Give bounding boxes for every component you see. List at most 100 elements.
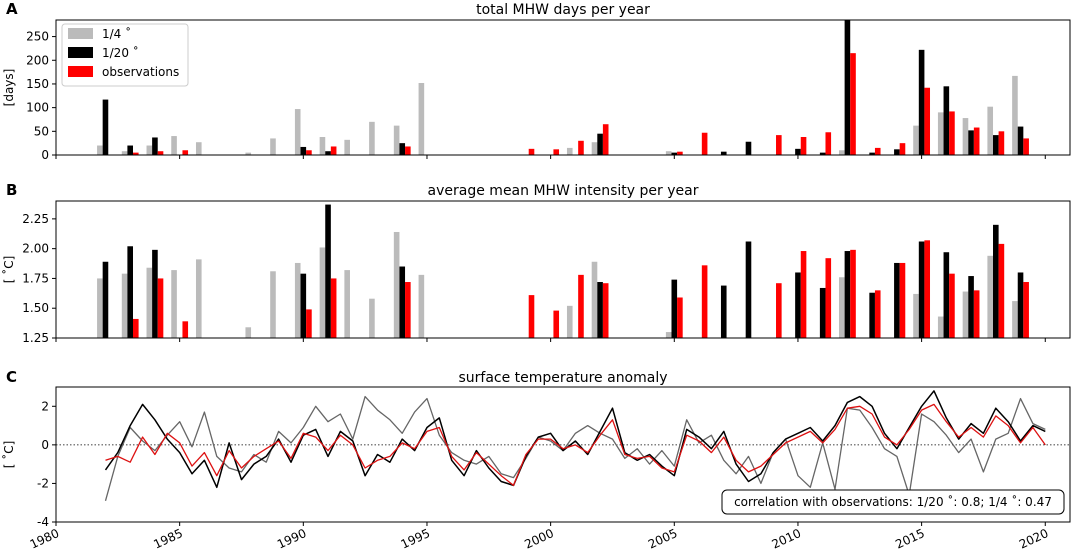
bar-obs-1990 <box>306 309 312 338</box>
x-tick-label: 2000 <box>522 526 556 552</box>
y-tick-label: 150 <box>26 77 49 91</box>
x-tick-label: 1990 <box>275 526 309 552</box>
axes-frame <box>55 19 1071 156</box>
bar-obs-2012 <box>850 249 856 338</box>
bar-twentieth-2013 <box>869 292 875 338</box>
axes-frame <box>55 200 1071 339</box>
bar-quarter-2018 <box>987 255 994 338</box>
x-tick-label: 2015 <box>893 526 927 552</box>
bar-twentieth-1994 <box>399 143 406 155</box>
bar-twentieth-2018 <box>993 135 999 155</box>
panel-letter: B <box>6 181 17 199</box>
bar-twentieth-2015 <box>918 241 925 338</box>
bar-obs-2017 <box>973 290 980 338</box>
bar-twentieth-2016 <box>943 86 950 155</box>
bar-obs-2015 <box>924 87 931 155</box>
bar-quarter-1985 <box>171 136 177 155</box>
bar-obs-2013 <box>874 290 881 338</box>
bar-obs-2016 <box>949 273 955 338</box>
y-tick-label: 2.00 <box>22 242 49 256</box>
y-axis-label: [ ˚C] <box>1 441 16 469</box>
bar-twentieth-2002 <box>597 282 603 338</box>
bar-twentieth-2017 <box>968 276 974 338</box>
bar-quarter-1990 <box>294 262 301 338</box>
bar-quarter-2017 <box>962 291 969 338</box>
bar-quarter-1991 <box>319 247 326 338</box>
bar-obs-2012 <box>850 53 856 155</box>
legend-label-quarter: 1/4 ˚ <box>102 26 131 41</box>
bar-twentieth-2019 <box>1017 126 1024 155</box>
y-tick-label: 200 <box>26 53 49 67</box>
bar-obs-2019 <box>1023 138 1029 155</box>
bar-twentieth-2011 <box>819 152 826 155</box>
bar-twentieth-1982 <box>102 99 109 155</box>
series-line-twentieth <box>104 390 1046 489</box>
bar-obs-1985 <box>182 150 189 155</box>
bar-quarter-1983 <box>121 151 128 155</box>
bar-twentieth-2002 <box>597 133 603 155</box>
legend-swatch-twentieth <box>68 47 93 58</box>
legend-swatch-quarter <box>68 28 93 39</box>
bar-quarter-1992 <box>344 139 350 155</box>
x-tick-label: 1980 <box>28 526 62 552</box>
bar-quarter-2012 <box>839 150 845 155</box>
bar-obs-1983 <box>132 318 139 338</box>
bar-obs-2013 <box>874 147 881 155</box>
bar-quarter-1995 <box>418 83 425 155</box>
y-tick-label: -4 <box>37 515 49 529</box>
bar-obs-1983 <box>132 152 139 155</box>
bar-quarter-1990 <box>294 109 301 155</box>
bar-quarter-1984 <box>146 267 153 338</box>
bar-obs-2010 <box>800 137 807 155</box>
bar-quarter-2005 <box>665 332 672 338</box>
bar-quarter-1993 <box>369 298 375 338</box>
bar-obs-2017 <box>973 127 980 155</box>
bar-quarter-2016 <box>937 112 944 155</box>
series-line-quarter_line <box>104 395 1046 501</box>
legend-frame <box>61 23 189 87</box>
bar-quarter-1986 <box>195 259 202 338</box>
bar-obs-1985 <box>182 321 189 338</box>
x-tick-label: 2005 <box>646 526 680 552</box>
series-line-obs_line <box>105 403 1046 487</box>
bar-obs-2001 <box>578 140 584 155</box>
bar-obs-2005 <box>677 151 683 155</box>
y-tick-label: 250 <box>26 30 49 44</box>
y-axis-label: [ ˚C] <box>1 256 16 284</box>
bar-quarter-2012 <box>839 277 845 338</box>
bar-twentieth-1990 <box>300 146 307 155</box>
x-tick-label: 1995 <box>399 526 433 552</box>
bar-quarter-2016 <box>937 316 944 338</box>
y-tick-label: 50 <box>34 124 49 138</box>
bar-quarter-2019 <box>1012 75 1018 155</box>
legend-swatch-obs <box>68 66 93 77</box>
bar-obs-1991 <box>330 278 337 338</box>
panel-title: total MHW days per year <box>476 2 650 18</box>
bar-quarter-2001 <box>566 305 573 338</box>
bar-obs-2018 <box>998 243 1005 338</box>
bar-twentieth-2013 <box>869 152 875 155</box>
bar-obs-2016 <box>949 111 955 155</box>
bar-quarter-2002 <box>591 142 598 155</box>
bar-twentieth-1990 <box>300 273 307 338</box>
bar-obs-2011 <box>825 132 832 155</box>
legend: 1/4 ˚ 1/20 ˚ observations <box>61 23 189 87</box>
bar-twentieth-2005 <box>671 152 678 155</box>
bar-twentieth-2005 <box>671 279 678 338</box>
bar-twentieth-2008 <box>745 241 752 338</box>
y-tick-label: 2.25 <box>22 212 49 226</box>
bar-obs-2015 <box>924 240 931 338</box>
bar-quarter-1982 <box>97 278 103 338</box>
bar-twentieth-2010 <box>795 272 801 338</box>
bar-twentieth-2012 <box>844 20 851 155</box>
bar-quarter-1985 <box>171 270 177 338</box>
panel-letter: C <box>6 368 17 386</box>
x-tick-label: 2010 <box>770 526 804 552</box>
legend-label-obs: observations <box>102 65 179 79</box>
bar-quarter-1992 <box>344 270 350 338</box>
bar-quarter-1989 <box>270 271 276 338</box>
bar-twentieth-2011 <box>819 287 826 338</box>
bar-twentieth-1991 <box>325 151 331 155</box>
bar-obs-2002 <box>602 124 609 155</box>
